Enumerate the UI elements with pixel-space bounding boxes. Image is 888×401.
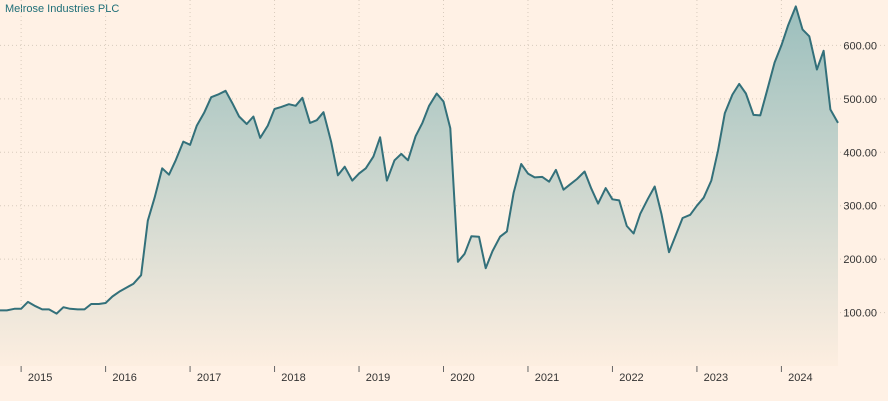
- price-area: [0, 6, 838, 367]
- x-tick-label: 2018: [281, 372, 305, 384]
- x-tick-label: 2015: [28, 372, 52, 384]
- x-axis-labels: 2015 2016 2017 2018 2019 2020 2021 2022 2023 2024: [20, 366, 813, 384]
- price-line: [0, 5, 839, 315]
- x-tick-label: 2019: [366, 372, 390, 384]
- x-tick-label: 2022: [619, 372, 643, 384]
- x-tick-label: 2020: [450, 372, 474, 384]
- y-tick-label: 100.00: [843, 308, 877, 320]
- y-tick-label: 600.00: [843, 40, 877, 52]
- y-tick-label: 300.00: [843, 201, 877, 213]
- chart-title: Melrose Industries PLC: [5, 3, 120, 15]
- x-tick-label: 2023: [704, 372, 728, 384]
- x-tick-label: 2016: [112, 372, 136, 384]
- x-tick-label: 2017: [197, 372, 221, 384]
- y-axis-labels: 100.00 200.00 300.00 400.00 500.00 600.00: [843, 40, 877, 319]
- x-tick-label: 2021: [535, 372, 559, 384]
- y-tick-label: 500.00: [843, 94, 877, 106]
- x-tick-label: 2024: [788, 372, 812, 384]
- y-tick-label: 200.00: [843, 254, 877, 266]
- y-tick-label: 400.00: [843, 147, 877, 159]
